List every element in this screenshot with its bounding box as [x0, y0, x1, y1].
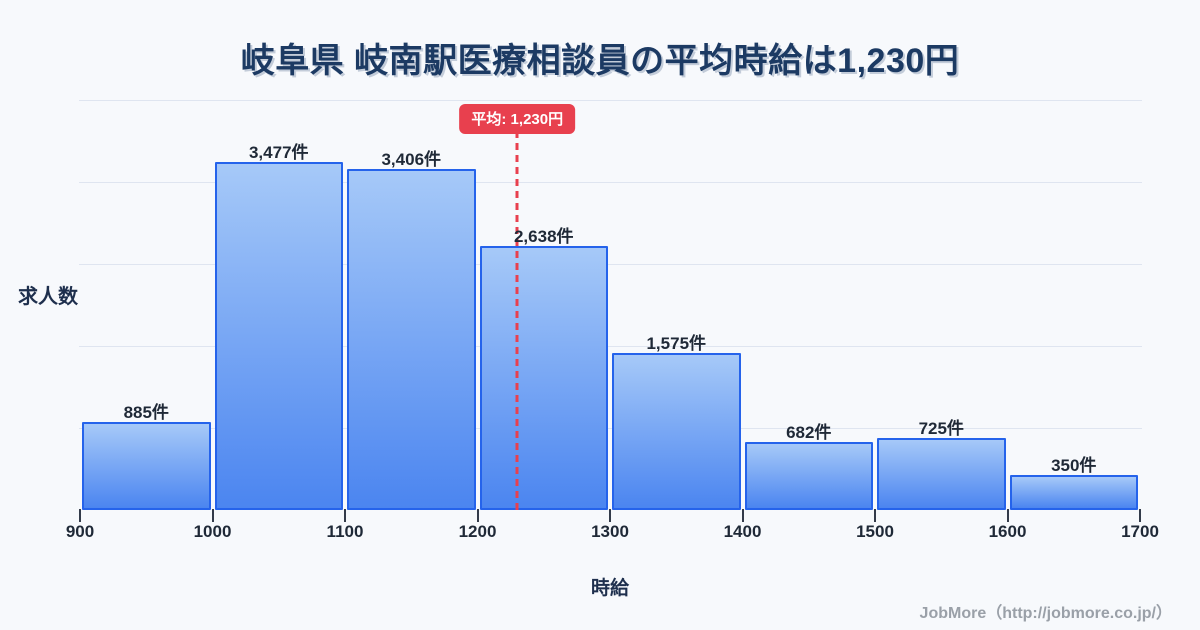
x-axis-tick: [211, 509, 214, 522]
x-axis-tick-label: 1300: [591, 522, 629, 541]
average-badge: 平均: 1,230円: [459, 104, 576, 134]
x-axis-tick: [609, 509, 611, 522]
bar-value-label: 350件: [1051, 456, 1097, 475]
x-axis-tick: [1139, 509, 1141, 522]
x-axis-label: 時給: [590, 578, 629, 599]
x-axis-tick: [1006, 509, 1009, 522]
x-axis-tick: [79, 509, 81, 522]
x-axis-tick: [344, 509, 346, 522]
x-axis-tick: [476, 509, 479, 522]
histogram-bar: [877, 437, 1006, 510]
bar-value-label: 3,406件: [381, 150, 442, 170]
gridline: [79, 182, 1142, 183]
histogram-bar: [347, 169, 476, 510]
gridline: [79, 264, 1142, 265]
gridline: [79, 100, 1142, 101]
gridline: [79, 346, 1142, 347]
x-axis-tick-label: 1600: [988, 522, 1027, 541]
histogram-bar: [82, 421, 211, 510]
x-axis-tick-label: 1000: [193, 522, 232, 541]
average-dashed-line: [515, 131, 519, 510]
x-axis-tick-label: 1100: [326, 522, 364, 541]
x-axis-tick-label: 1700: [1121, 522, 1159, 541]
x-axis-tick: [741, 509, 744, 522]
y-axis-label: 求人数: [18, 286, 78, 308]
histogram-bar: [479, 246, 608, 510]
histogram-bar: [612, 352, 741, 510]
x-axis-tick: [874, 509, 876, 522]
x-axis-tick-label: 1500: [856, 522, 894, 541]
page-title: 岐阜県 岐南駅医療相談員の平均時給は1,230円: [240, 42, 960, 80]
gridline: [79, 428, 1142, 429]
x-axis-tick-label: 1200: [458, 522, 497, 541]
footer-credit: JobMore（http://jobmore.co.jp/）: [919, 605, 1172, 622]
bar-value-label: 3,477件: [248, 143, 309, 163]
bar-value-label: 885件: [123, 402, 169, 422]
x-axis-tick-label: 1400: [723, 522, 762, 541]
histogram-bar: [1009, 475, 1138, 510]
histogram-bar: [744, 441, 873, 510]
histogram-bar: [214, 162, 343, 510]
bar-value-label: 725件: [918, 418, 964, 438]
bar-value-label: 2,638件: [513, 227, 574, 247]
bar-value-label: 1,575件: [646, 333, 707, 353]
x-axis-tick-label: 900: [65, 522, 95, 541]
bar-value-label: 682件: [786, 422, 832, 442]
